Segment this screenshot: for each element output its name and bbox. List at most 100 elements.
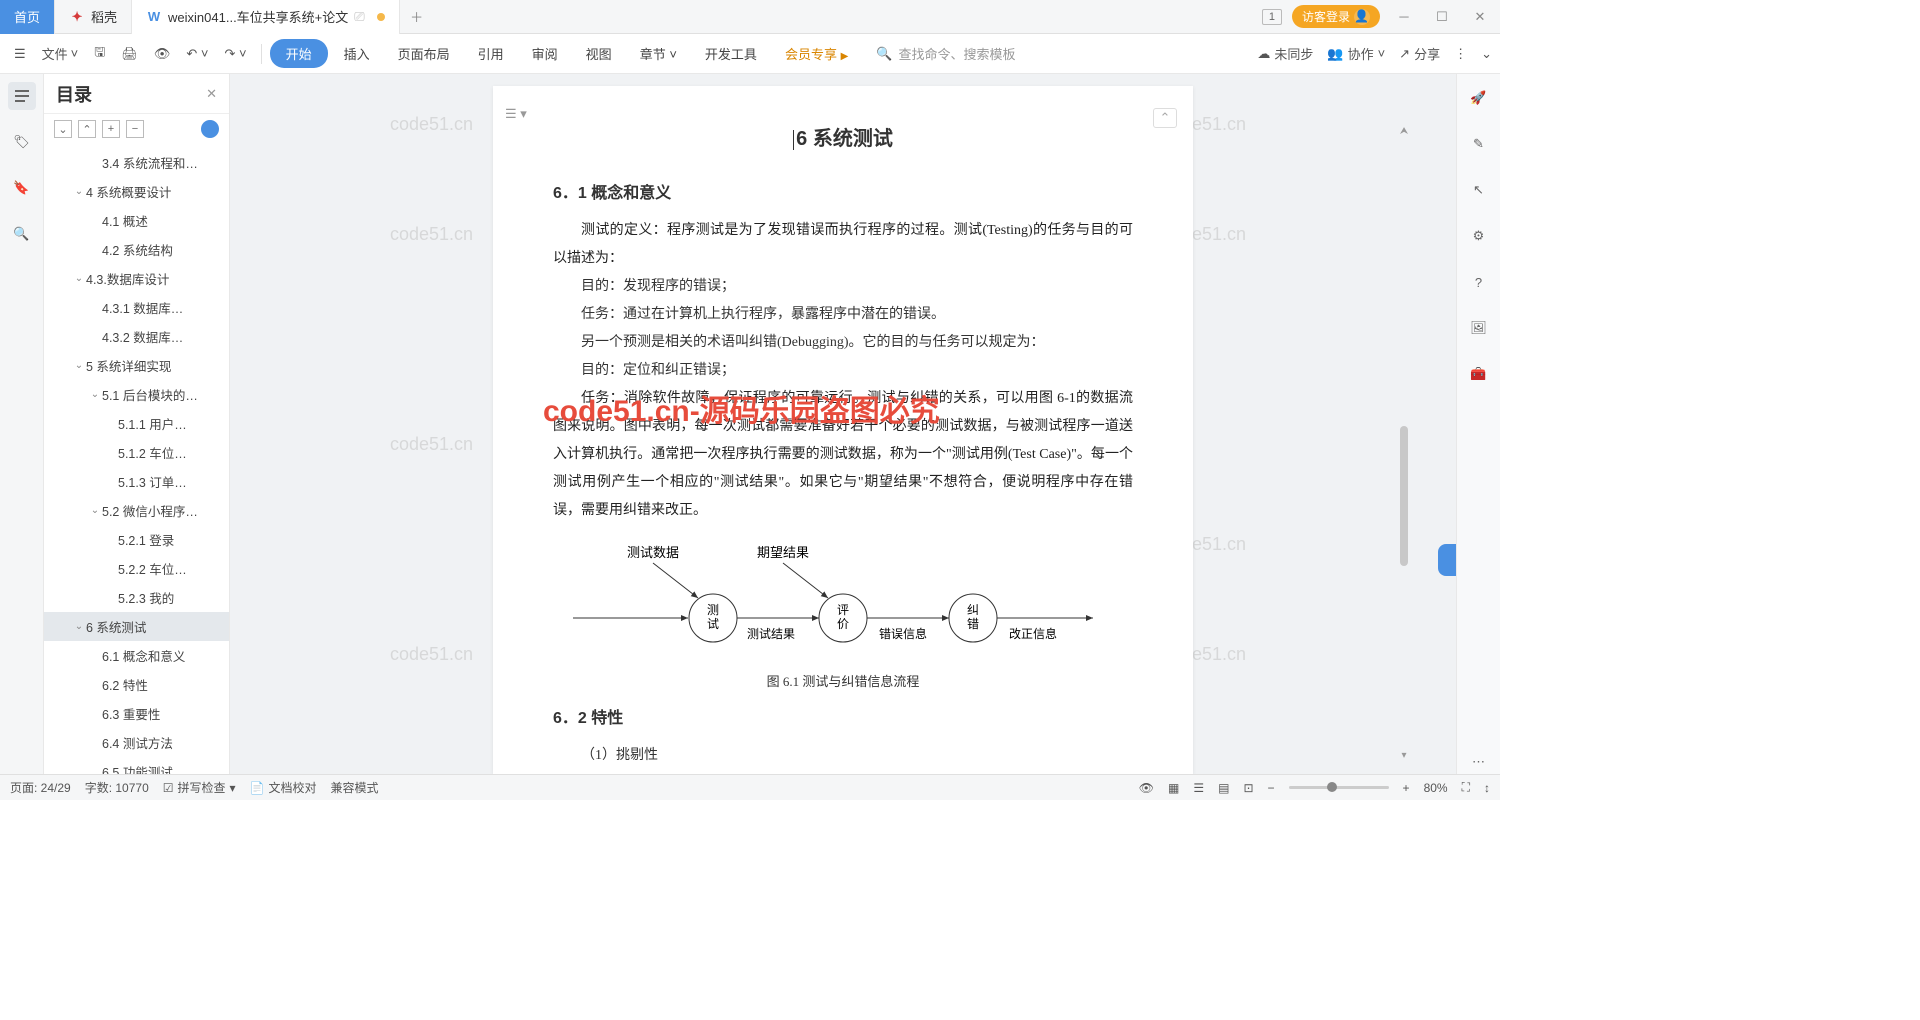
search-rail-button[interactable]: 🔍 — [8, 220, 36, 248]
scroll-up-icon[interactable]: ⮝ — [1398, 126, 1410, 138]
document-page: ☰ ▾ ⌃ 6 系统测试 6．1 概念和意义 测试的定义：程序测试是为了发现错误… — [493, 86, 1193, 774]
outline-close-button[interactable]: ✕ — [206, 86, 217, 102]
layout-icon[interactable]: ▦ — [1168, 781, 1179, 795]
coop-button[interactable]: 👥协作 ˅ — [1327, 44, 1385, 63]
tab-home[interactable]: 首页 — [0, 0, 55, 34]
outline-badge[interactable] — [201, 120, 219, 138]
outline-item[interactable]: 5.1.2 车位… — [44, 438, 229, 467]
document-area[interactable]: code51.cn code51.cn code51.cn code51.cn … — [230, 74, 1456, 774]
outline-item[interactable]: 6.5 功能测试 — [44, 757, 229, 774]
expand-button[interactable]: ↕ — [1484, 781, 1490, 795]
zoom-slider[interactable] — [1289, 786, 1389, 789]
redo-button[interactable]: ↷ ˅ — [218, 42, 252, 66]
menu-layout[interactable]: 页面布局 — [386, 38, 462, 69]
word-count[interactable]: 字数: 10770 — [85, 779, 149, 796]
outline-item[interactable]: 6.2 特性 — [44, 670, 229, 699]
collapse-ribbon-button[interactable]: ⌄ — [1481, 46, 1492, 62]
outline-item[interactable]: 4.1 概述 — [44, 206, 229, 235]
undo-button[interactable]: ↶ ˅ — [180, 42, 214, 66]
outline-remove-button[interactable]: − — [126, 120, 144, 138]
outline-item[interactable]: ⌄6 系统测试 — [44, 612, 229, 641]
menu-button[interactable]: ☰ — [8, 42, 32, 66]
scroll-thumb[interactable] — [1400, 426, 1408, 566]
tab-daoke[interactable]: ✦ 稻壳 — [55, 0, 132, 34]
collapse-header-button[interactable]: ⌃ — [1153, 108, 1177, 128]
outline-item[interactable]: 6.1 概念和意义 — [44, 641, 229, 670]
search-box[interactable]: 🔍 查找命令、搜索模板 — [876, 44, 1015, 63]
zoom-value[interactable]: 80% — [1424, 781, 1448, 795]
outline-expand-button[interactable]: ⌄ — [54, 120, 72, 138]
share-button[interactable]: ↗分享 — [1399, 44, 1440, 63]
outline-item[interactable]: ⌄5.1 后台模块的… — [44, 380, 229, 409]
settings-icon[interactable]: ⚙ — [1467, 224, 1491, 248]
outline-item[interactable]: 5.2.3 我的 — [44, 583, 229, 612]
outline-item[interactable]: 5.2.1 登录 — [44, 525, 229, 554]
menu-start[interactable]: 开始 — [270, 39, 328, 68]
minimize-button[interactable]: ─ — [1390, 3, 1418, 31]
preview-button[interactable]: 👁 — [148, 42, 177, 66]
outline-item[interactable]: ⌄4 系统概要设计 — [44, 177, 229, 206]
sync-button[interactable]: ☁未同步 — [1257, 44, 1313, 63]
menu-chapter[interactable]: 章节 ˅ — [628, 38, 689, 69]
outline-item[interactable]: 5.1.1 用户… — [44, 409, 229, 438]
outline-view-icon[interactable]: ▤ — [1218, 781, 1229, 795]
notification-badge[interactable]: 1 — [1262, 9, 1282, 25]
rocket-icon[interactable]: 🚀 — [1467, 86, 1491, 110]
outline-collapse-button[interactable]: ⌃ — [78, 120, 96, 138]
side-tab[interactable] — [1438, 544, 1456, 576]
maximize-button[interactable]: ☐ — [1428, 3, 1456, 31]
tab-add-button[interactable]: ＋ — [400, 7, 434, 26]
outline-item[interactable]: ⌄5.2 微信小程序… — [44, 496, 229, 525]
outline-item[interactable]: 5.1.3 订单… — [44, 467, 229, 496]
outline-item[interactable]: 6.3 重要性 — [44, 699, 229, 728]
outline-item[interactable]: 4.2 系统结构 — [44, 235, 229, 264]
outline-item[interactable]: 4.3.1 数据库… — [44, 293, 229, 322]
menu-vip[interactable]: 会员专享 ▶ — [773, 38, 860, 69]
fullscreen-button[interactable]: ⛶ — [1462, 780, 1470, 795]
close-button[interactable]: ✕ — [1466, 3, 1494, 31]
menu-devtools[interactable]: 开发工具 — [693, 38, 769, 69]
login-button[interactable]: 访客登录 👤 — [1292, 5, 1380, 28]
zoom-in-button[interactable]: + — [1403, 781, 1410, 795]
daoke-icon: ✦ — [69, 9, 85, 25]
bookmark-rail-button[interactable]: 🏷 — [8, 128, 36, 156]
print-button[interactable]: 🖨 — [115, 42, 144, 66]
spell-check[interactable]: ☑ 拼写检查 ▾ — [163, 779, 236, 796]
cursor-icon[interactable]: ↖ — [1467, 178, 1491, 202]
menu-review[interactable]: 审阅 — [520, 38, 570, 69]
outline-item[interactable]: 4.3.2 数据库… — [44, 322, 229, 351]
toolbox-icon[interactable]: 🧰 — [1467, 362, 1491, 386]
section-heading-1: 6．1 概念和意义 — [553, 179, 1133, 203]
file-menu[interactable]: 文件 ˅ — [36, 40, 85, 67]
outline-item[interactable]: 5.2.2 车位… — [44, 554, 229, 583]
help-icon[interactable]: ? — [1467, 270, 1491, 294]
outline-item[interactable]: ⌄4.3.数据库设计 — [44, 264, 229, 293]
save-button[interactable]: 🖫 — [88, 39, 111, 69]
outline-add-button[interactable]: + — [102, 120, 120, 138]
more-button[interactable]: ⋮ — [1454, 46, 1467, 62]
reading-mode-icon[interactable]: 👁 — [1139, 781, 1154, 795]
zoom-out-button[interactable]: − — [1268, 781, 1275, 795]
image-icon[interactable]: 🖼 — [1467, 316, 1491, 340]
menu-view[interactable]: 视图 — [574, 38, 624, 69]
menu-reference[interactable]: 引用 — [466, 38, 516, 69]
paragraph: 任务：消除软件故障，保证程序的可靠运行。测试与纠错的关系，可以用图 6-1的数据… — [553, 385, 1133, 525]
compat-mode[interactable]: 兼容模式 — [331, 779, 379, 796]
scroll-down-icon[interactable]: ▾ — [1398, 750, 1410, 762]
tab-document[interactable]: W weixin041...车位共享系统+论文 ⎚ — [132, 0, 400, 34]
proofread[interactable]: 📄 文档校对 — [250, 779, 317, 796]
page-settings-icon[interactable]: ☰ ▾ — [505, 106, 527, 122]
page-indicator[interactable]: 页面: 24/29 — [10, 779, 71, 796]
outline-item[interactable]: 3.4 系统流程和… — [44, 148, 229, 177]
menu-insert[interactable]: 插入 — [332, 38, 382, 69]
paragraph: （1）挑剔性 — [553, 742, 1133, 770]
outline-item[interactable]: ⌄5 系统详细实现 — [44, 351, 229, 380]
outline-rail-button[interactable] — [8, 82, 36, 110]
outline-item[interactable]: 6.4 测试方法 — [44, 728, 229, 757]
vertical-scrollbar[interactable]: ⮝ ▾ — [1398, 86, 1410, 762]
zoom-fit-icon[interactable]: ⊡ — [1243, 781, 1253, 795]
more-tools-icon[interactable]: ⋯ — [1467, 750, 1491, 774]
web-layout-icon[interactable]: ☰ — [1193, 781, 1204, 795]
pencil-icon[interactable]: ✎ — [1467, 132, 1491, 156]
ribbon-rail-button[interactable]: 🔖 — [8, 174, 36, 202]
